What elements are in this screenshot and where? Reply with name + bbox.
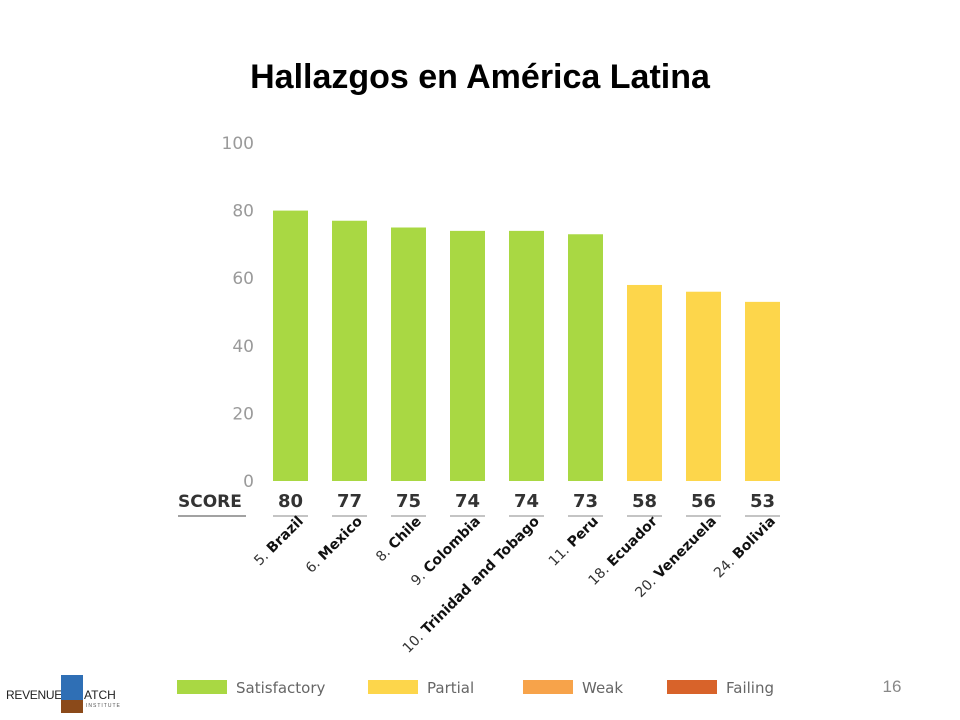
legend-swatch-partial	[368, 680, 418, 694]
score-value: 74	[514, 491, 539, 512]
category-name: Brazil	[264, 514, 307, 557]
y-tick-label: 100	[222, 134, 254, 154]
legend-label-weak: Weak	[582, 679, 623, 697]
bar-chile	[391, 227, 426, 481]
legend-swatch-satisfactory	[177, 680, 227, 694]
category-label: 6. Mexico	[303, 513, 366, 576]
score-value: 75	[396, 491, 421, 512]
logo-text-institute: INSTITUTE	[86, 703, 121, 709]
category-name: Venezuela	[651, 514, 720, 583]
legend-label-satisfactory: Satisfactory	[236, 679, 326, 697]
revenue-watch-logo: REVENUE ATCH INSTITUTE	[6, 672, 126, 716]
y-tick-label: 60	[232, 269, 254, 289]
score-label: SCORE	[178, 492, 242, 512]
category-name: Peru	[565, 514, 602, 551]
logo-text-watch: ATCH	[84, 688, 116, 702]
bar-brazil	[273, 210, 308, 481]
category-label: 24. Bolivia	[711, 514, 779, 582]
legend-swatch-weak	[523, 680, 573, 694]
y-tick-label: 0	[243, 472, 254, 492]
bars-group	[273, 210, 780, 482]
category-name: Mexico	[315, 513, 366, 564]
category-name: Colombia	[421, 514, 484, 577]
category-label: 5. Brazil	[251, 514, 307, 570]
y-tick-label: 20	[232, 404, 254, 424]
y-tick-label: 40	[232, 337, 254, 357]
bar-peru	[568, 234, 603, 481]
bar-ecuador	[627, 284, 662, 481]
score-value: 56	[691, 491, 716, 512]
legend-label-failing: Failing	[726, 679, 774, 697]
score-value: 74	[455, 491, 480, 512]
legend-swatch-failing	[667, 680, 717, 694]
category-name: Ecuador	[604, 513, 661, 570]
y-tick-label: 80	[232, 202, 254, 222]
score-row: SCORE 80 77 75 74 74 73 58 56 53	[178, 491, 780, 517]
legend: Satisfactory Partial Weak Failing	[177, 679, 774, 697]
category-name: Bolivia	[730, 514, 779, 563]
bar-colombia	[450, 230, 485, 481]
bar-trinidad-and-tobago	[509, 230, 544, 481]
bar-bolivia	[745, 301, 780, 481]
logo-text-revenue: REVENUE	[6, 688, 62, 702]
logo-w-base	[61, 700, 83, 713]
category-name: Chile	[386, 514, 425, 553]
category-name: Trinidad and Tobago	[419, 513, 543, 637]
page-title: Hallazgos en América Latina	[250, 58, 710, 96]
score-value: 58	[632, 491, 657, 512]
slide-number: 16	[882, 677, 902, 696]
y-axis: 0 20 40 60 80 100	[222, 134, 254, 492]
legend-label-partial: Partial	[427, 679, 474, 697]
category-label: 11. Peru	[546, 514, 602, 570]
score-value: 73	[573, 491, 598, 512]
score-value: 77	[337, 491, 362, 512]
bar-venezuela	[686, 291, 721, 481]
score-value: 53	[750, 491, 775, 512]
bar-mexico	[332, 220, 367, 482]
category-label: 8. Chile	[373, 514, 425, 566]
score-value: 80	[278, 491, 303, 512]
